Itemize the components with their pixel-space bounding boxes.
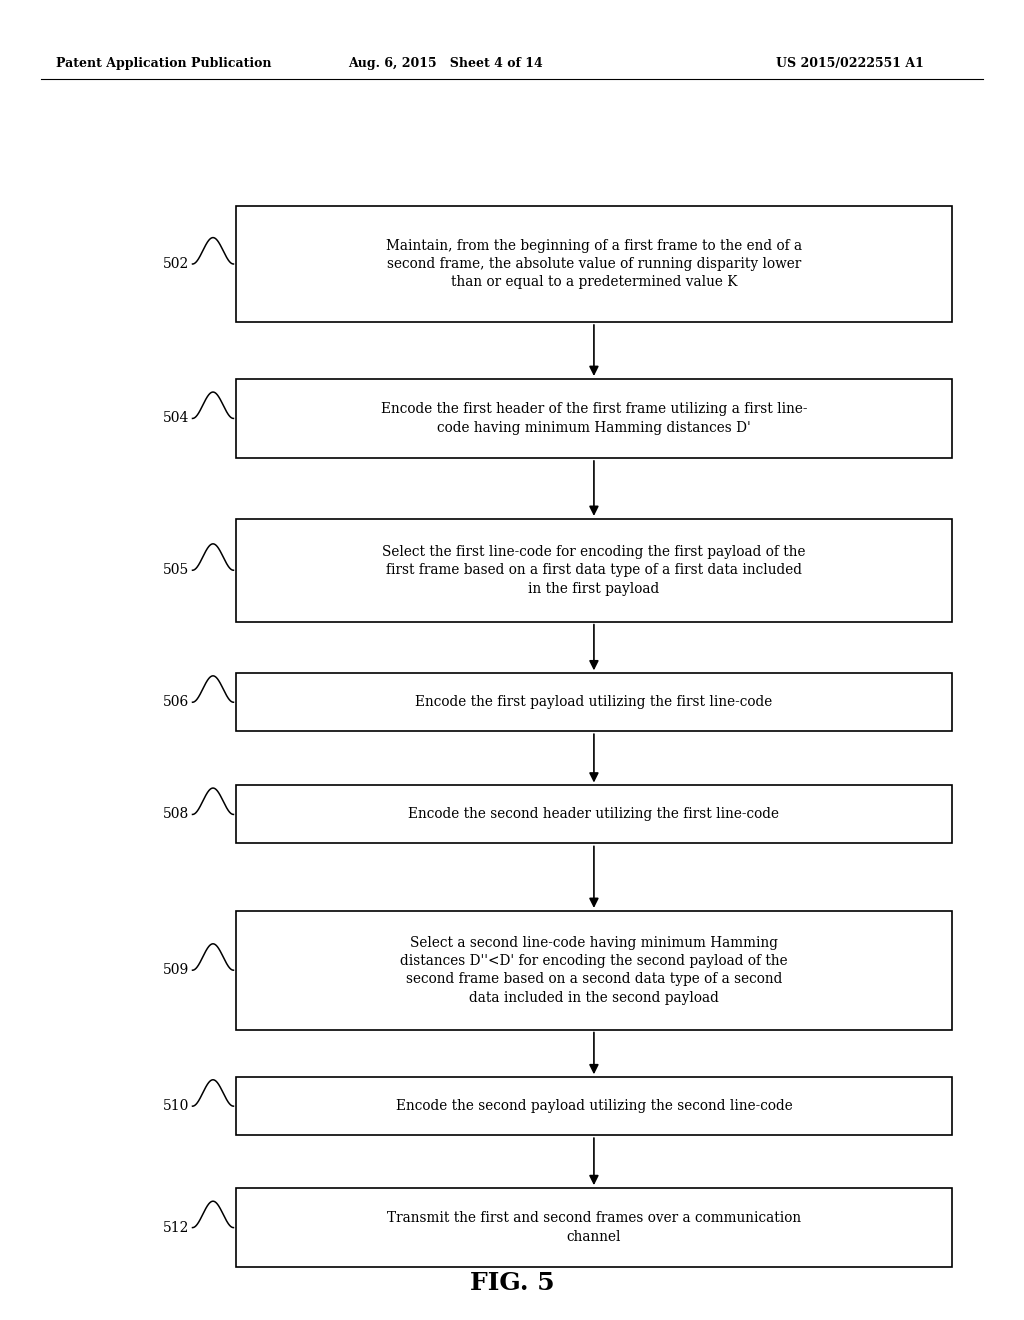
Text: Aug. 6, 2015   Sheet 4 of 14: Aug. 6, 2015 Sheet 4 of 14 bbox=[348, 57, 543, 70]
Text: Select a second line-code having minimum Hamming
distances D''<D' for encoding t: Select a second line-code having minimum… bbox=[400, 936, 787, 1005]
FancyBboxPatch shape bbox=[236, 379, 952, 458]
FancyBboxPatch shape bbox=[236, 911, 952, 1030]
Text: FIG. 5: FIG. 5 bbox=[470, 1271, 554, 1295]
FancyBboxPatch shape bbox=[236, 673, 952, 731]
Text: Encode the second payload utilizing the second line-code: Encode the second payload utilizing the … bbox=[395, 1100, 793, 1113]
FancyBboxPatch shape bbox=[236, 785, 952, 843]
Text: 505: 505 bbox=[163, 564, 189, 577]
Text: 512: 512 bbox=[163, 1221, 189, 1234]
Text: Select the first line-code for encoding the first payload of the
first frame bas: Select the first line-code for encoding … bbox=[382, 545, 806, 595]
Text: 509: 509 bbox=[163, 964, 189, 977]
Text: 510: 510 bbox=[163, 1100, 189, 1113]
Text: 504: 504 bbox=[163, 412, 189, 425]
FancyBboxPatch shape bbox=[236, 519, 952, 622]
FancyBboxPatch shape bbox=[236, 1188, 952, 1267]
Text: 508: 508 bbox=[163, 808, 189, 821]
Text: US 2015/0222551 A1: US 2015/0222551 A1 bbox=[776, 57, 924, 70]
Text: 506: 506 bbox=[163, 696, 189, 709]
Text: Patent Application Publication: Patent Application Publication bbox=[56, 57, 271, 70]
Text: 502: 502 bbox=[163, 257, 189, 271]
FancyBboxPatch shape bbox=[236, 1077, 952, 1135]
Text: Maintain, from the beginning of a first frame to the end of a
second frame, the : Maintain, from the beginning of a first … bbox=[386, 239, 802, 289]
Text: Encode the first header of the first frame utilizing a first line-
code having m: Encode the first header of the first fra… bbox=[381, 403, 807, 434]
Text: Transmit the first and second frames over a communication
channel: Transmit the first and second frames ove… bbox=[387, 1212, 801, 1243]
Text: Encode the first payload utilizing the first line-code: Encode the first payload utilizing the f… bbox=[416, 696, 772, 709]
Text: Encode the second header utilizing the first line-code: Encode the second header utilizing the f… bbox=[409, 808, 779, 821]
FancyBboxPatch shape bbox=[236, 206, 952, 322]
